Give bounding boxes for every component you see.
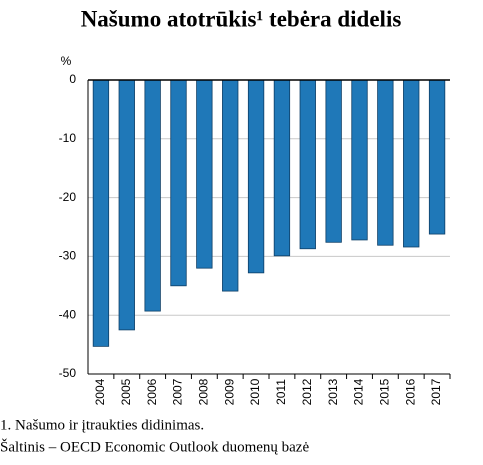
x-tick-label: 2017 <box>429 378 443 405</box>
bar <box>428 79 446 235</box>
bar <box>273 79 291 257</box>
x-tick-label: 2005 <box>119 378 133 405</box>
x-tick-label: 2011 <box>274 379 288 405</box>
y-tick-label: -30 <box>59 249 77 263</box>
x-tick-label: 2016 <box>403 378 417 405</box>
y-tick-label: 0 <box>69 72 76 86</box>
source: Šaltinis – OECD Economic Outlook duomenų… <box>0 438 309 455</box>
x-tick-label: 2010 <box>248 378 262 405</box>
bar <box>222 79 239 292</box>
bar <box>144 79 161 312</box>
y-tick-label: -40 <box>59 307 77 321</box>
footnote: 1. Našumo ir įtraukties didinimas. <box>0 417 204 433</box>
x-tick-label: 2015 <box>378 378 392 405</box>
bar <box>403 79 420 248</box>
x-tick-label: 2009 <box>222 378 236 405</box>
bar <box>196 79 213 269</box>
x-tick-label: 2006 <box>145 378 159 405</box>
chart-title: Našumo atotrūkis¹ tebėra didelis <box>81 6 402 31</box>
x-tick-label: 2004 <box>93 378 107 405</box>
x-tick-label: 2012 <box>300 378 314 405</box>
y-tick-label: -10 <box>59 131 77 145</box>
y-tick-label: -50 <box>59 366 77 380</box>
bar <box>299 79 316 250</box>
y-unit: % <box>61 54 72 68</box>
bar <box>118 79 135 331</box>
bar <box>170 79 187 287</box>
bar <box>92 79 110 347</box>
x-tick-label: 2014 <box>352 378 366 405</box>
x-tick-label: 2008 <box>197 378 211 405</box>
bar <box>247 79 265 274</box>
bar <box>377 79 394 246</box>
bar <box>325 79 342 243</box>
bar <box>351 79 368 241</box>
x-tick-label: 2007 <box>171 378 185 405</box>
y-tick-label: -20 <box>59 190 77 204</box>
x-tick-label: 2013 <box>326 378 340 405</box>
